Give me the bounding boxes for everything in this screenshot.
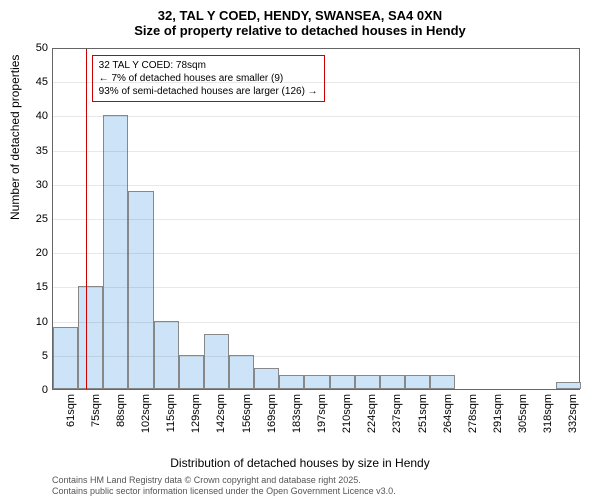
x-tick: 156sqm — [241, 394, 253, 442]
x-tick: 332sqm — [567, 394, 579, 442]
histogram-bar — [355, 375, 380, 389]
histogram-bar — [204, 334, 229, 389]
x-tick: 169sqm — [266, 394, 278, 442]
x-tick: 291sqm — [492, 394, 504, 442]
y-tick: 30 — [18, 179, 48, 191]
histogram-bar — [304, 375, 329, 389]
x-tick: 197sqm — [316, 394, 328, 442]
x-tick: 61sqm — [65, 394, 77, 442]
y-tick: 50 — [18, 42, 48, 54]
gridline — [52, 185, 580, 186]
chart-title-line2: Size of property relative to detached ho… — [0, 23, 600, 42]
y-tick: 15 — [18, 281, 48, 293]
histogram-bar — [405, 375, 430, 389]
callout-line: 93% of semi-detached houses are larger (… — [99, 85, 318, 98]
gridline — [52, 82, 580, 83]
x-tick: 102sqm — [140, 394, 152, 442]
histogram-bar — [556, 382, 581, 389]
footer-line2: Contains public sector information licen… — [52, 486, 396, 498]
gridline — [52, 116, 580, 117]
x-axis-label: Distribution of detached houses by size … — [0, 456, 600, 470]
x-tick: 142sqm — [215, 394, 227, 442]
y-tick: 45 — [18, 76, 48, 88]
histogram-bar — [179, 355, 204, 389]
gridline — [52, 48, 580, 49]
x-tick: 224sqm — [366, 394, 378, 442]
x-tick: 251sqm — [417, 394, 429, 442]
chart-title-line1: 32, TAL Y COED, HENDY, SWANSEA, SA4 0XN — [0, 0, 600, 23]
callout-box: 32 TAL Y COED: 78sqm← 7% of detached hou… — [92, 55, 325, 102]
chart-container: 32, TAL Y COED, HENDY, SWANSEA, SA4 0XN … — [0, 0, 600, 500]
x-tick: 305sqm — [517, 394, 529, 442]
x-tick: 237sqm — [391, 394, 403, 442]
gridline — [52, 356, 580, 357]
y-tick: 0 — [18, 384, 48, 396]
histogram-bar — [78, 286, 103, 389]
gridline — [52, 287, 580, 288]
histogram-bar — [154, 321, 179, 389]
histogram-bar — [229, 355, 254, 389]
histogram-bar — [254, 368, 279, 389]
x-tick: 75sqm — [90, 394, 102, 442]
gridline — [52, 253, 580, 254]
y-tick: 20 — [18, 247, 48, 259]
y-tick: 40 — [18, 110, 48, 122]
callout-line: 32 TAL Y COED: 78sqm — [99, 59, 318, 72]
x-tick: 88sqm — [115, 394, 127, 442]
x-tick: 278sqm — [467, 394, 479, 442]
footer-text: Contains HM Land Registry data © Crown c… — [52, 475, 396, 498]
histogram-bar — [128, 191, 153, 389]
gridline — [52, 322, 580, 323]
y-tick: 10 — [18, 316, 48, 328]
y-tick: 35 — [18, 145, 48, 157]
footer-line1: Contains HM Land Registry data © Crown c… — [52, 475, 396, 487]
histogram-bar — [53, 327, 78, 389]
y-tick: 25 — [18, 213, 48, 225]
y-tick: 5 — [18, 350, 48, 362]
x-tick: 210sqm — [341, 394, 353, 442]
histogram-bar — [430, 375, 455, 389]
gridline — [52, 151, 580, 152]
histogram-bar — [279, 375, 304, 389]
histogram-bar — [380, 375, 405, 389]
x-tick: 264sqm — [442, 394, 454, 442]
x-tick: 318sqm — [542, 394, 554, 442]
x-tick: 129sqm — [190, 394, 202, 442]
gridline — [52, 219, 580, 220]
histogram-bar — [330, 375, 355, 389]
x-tick: 183sqm — [291, 394, 303, 442]
x-tick: 115sqm — [165, 394, 177, 442]
